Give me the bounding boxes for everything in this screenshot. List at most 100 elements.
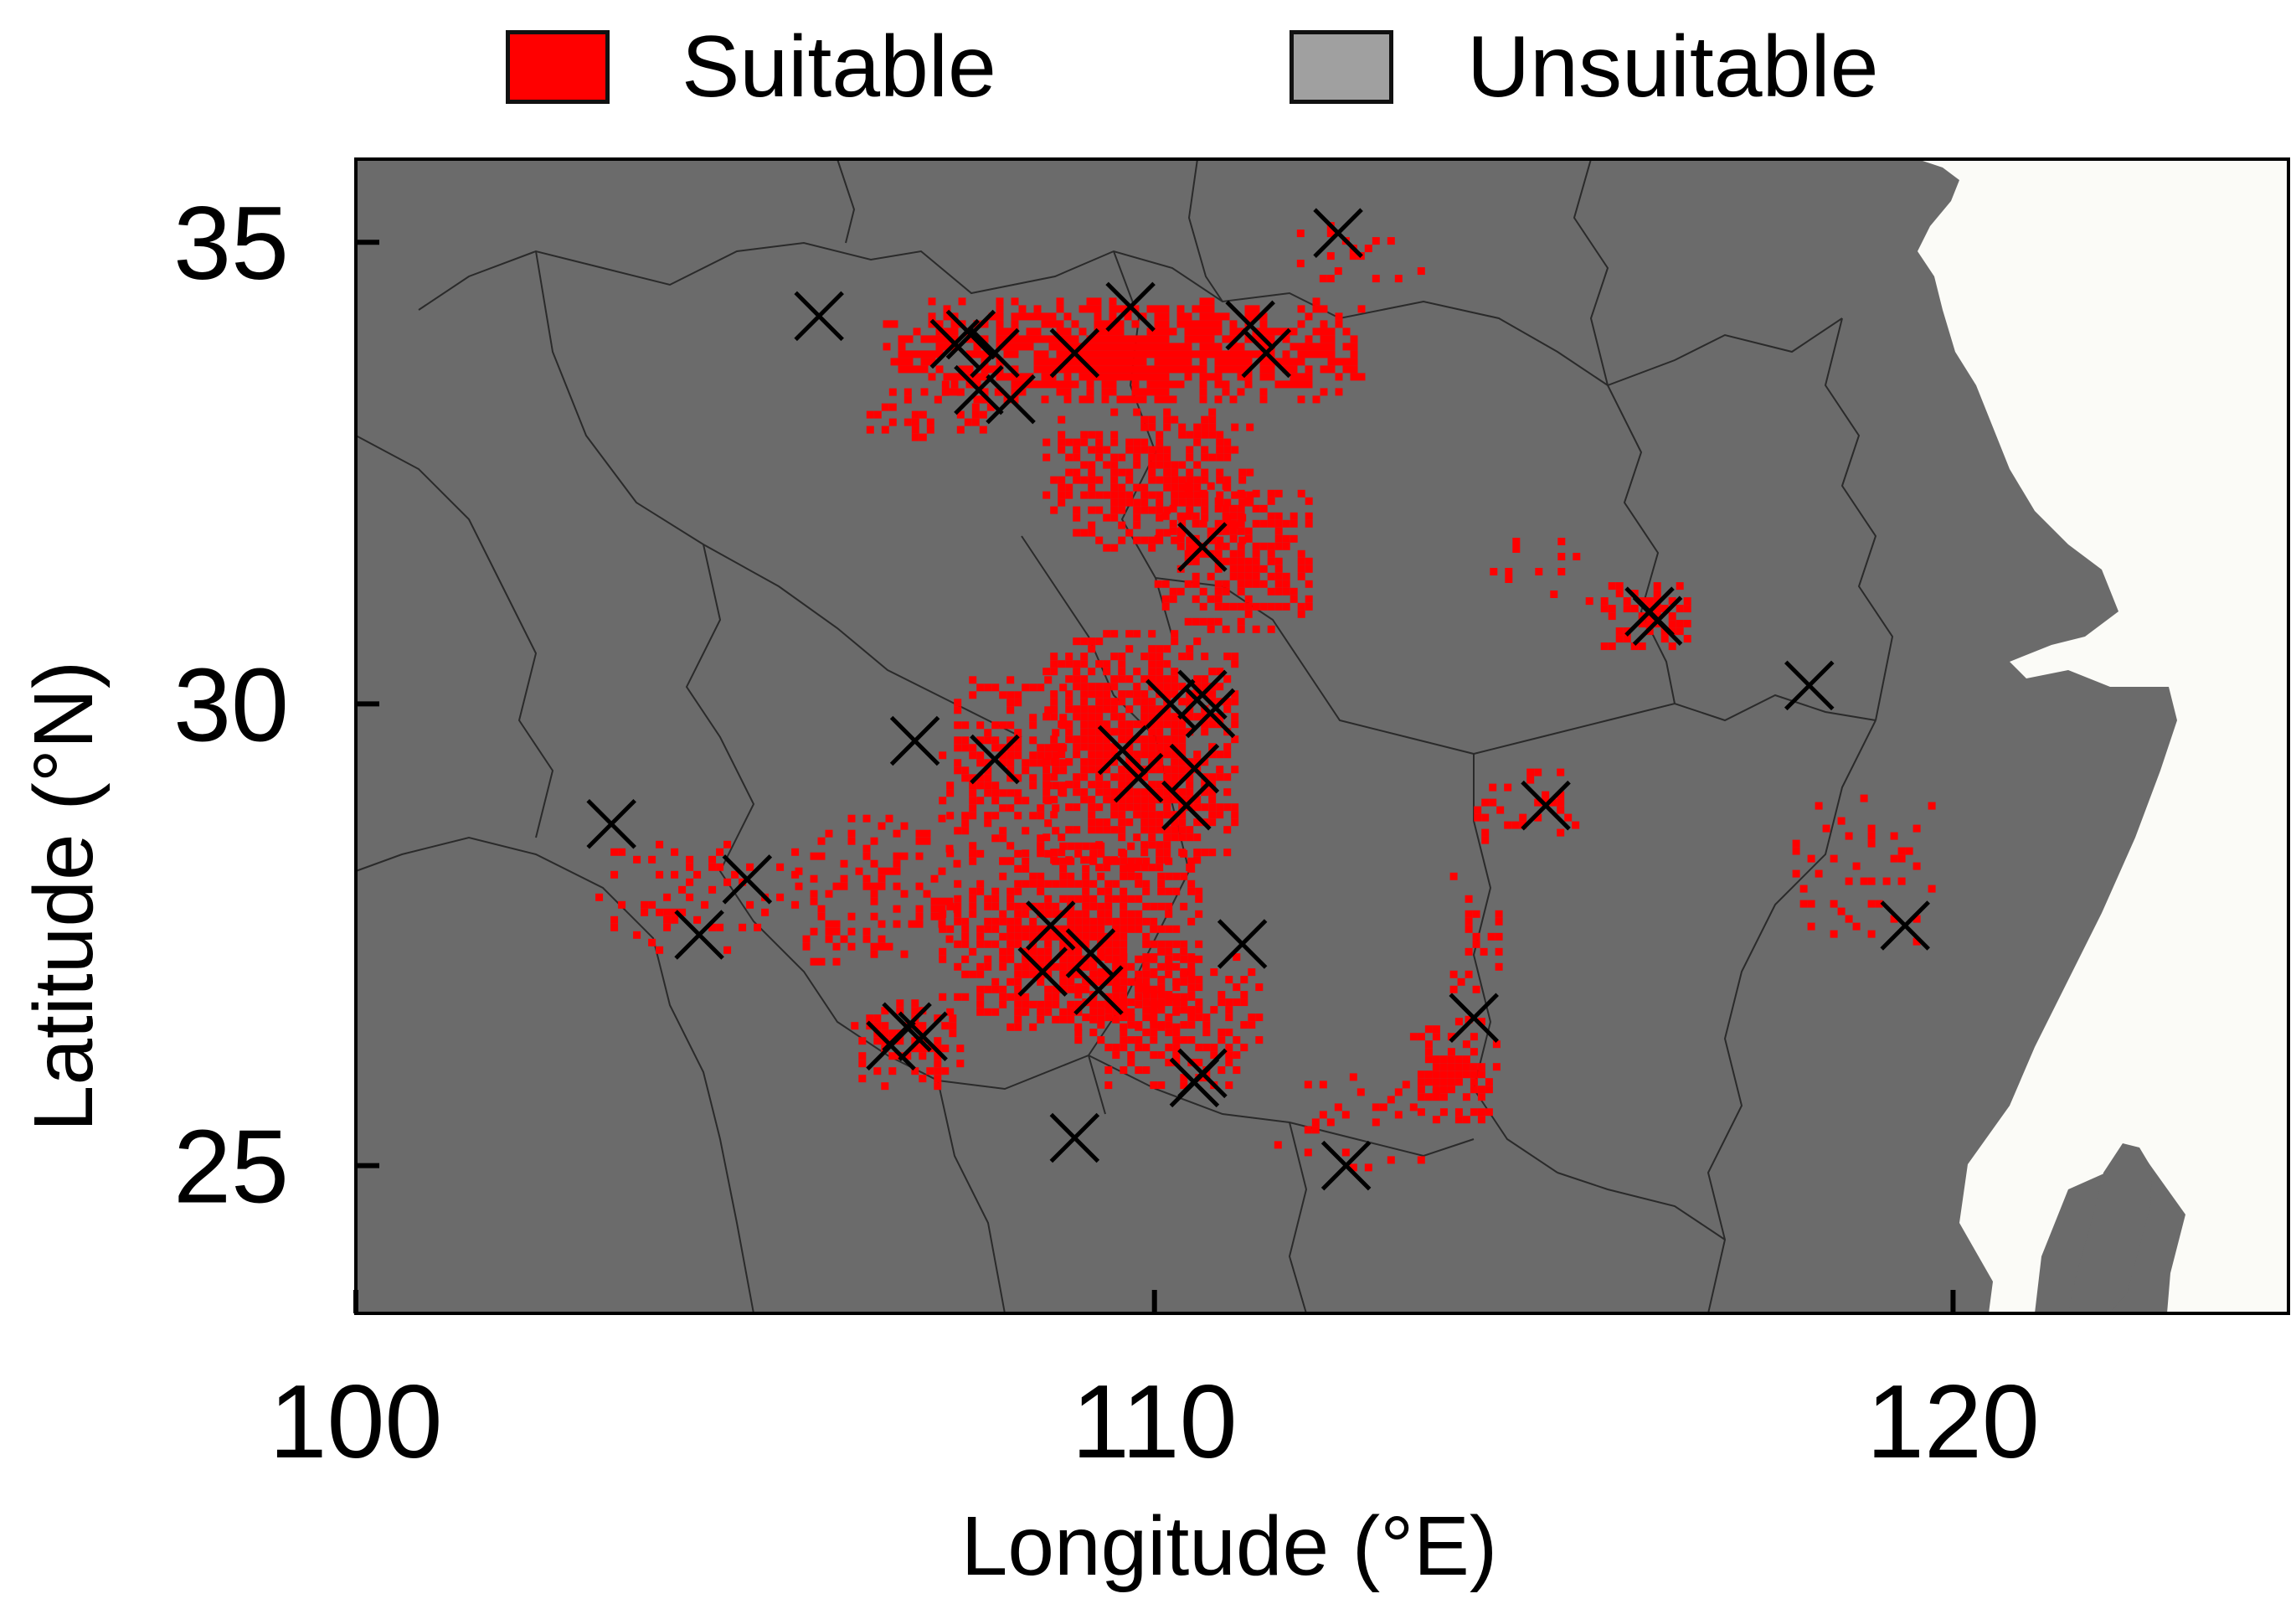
suitable-cell [1148,536,1156,544]
suitable-cell [1216,468,1224,477]
suitable-cell [1304,1148,1312,1157]
suitable-cell [1169,358,1177,366]
suitable-cell [1089,842,1098,850]
suitable-cell [1094,335,1102,343]
suitable-cell [723,840,732,848]
suitable-cell [866,425,874,434]
suitable-cell [1180,1021,1188,1029]
suitable-cell [1171,720,1179,729]
occurrence-marker [1880,900,1930,951]
suitable-cell [1214,328,1223,336]
suitable-cell [1184,350,1192,358]
suitable-cell [1335,312,1343,321]
suitable-cell [1071,343,1079,351]
suitable-cell [1214,395,1223,404]
suitable-cell [991,925,1000,933]
suitable-cell [1214,504,1223,513]
suitable-cell [1225,976,1233,984]
suitable-cell [961,932,970,941]
legend-label-unsuitable: Unsuitable [1467,18,1879,116]
suitable-cell [825,935,833,943]
suitable-cell [1156,645,1164,653]
suitable-cell [1044,751,1053,760]
suitable-cell [965,365,974,374]
suitable-cell [1163,796,1171,804]
legend-swatch-unsuitable [1290,30,1393,104]
suitable-cell [1357,373,1366,381]
suitable-cell [1044,1000,1053,1008]
suitable-cell [1058,483,1066,492]
suitable-cell [1165,887,1173,895]
suitable-cell [1089,1000,1098,1008]
occurrence-marker [954,364,1004,415]
suitable-cell [881,1029,889,1038]
suitable-cell [1807,854,1815,863]
suitable-cell [1074,1029,1083,1037]
occurrence-marker [1784,660,1835,711]
suitable-cell [1472,932,1480,941]
suitable-cell [1022,925,1030,933]
suitable-cell [1267,549,1275,558]
suitable-cell [1139,365,1147,374]
suitable-cell [976,774,985,782]
suitable-cell [1037,947,1045,956]
suitable-cell [1127,895,1135,903]
suitable-cell [1912,862,1921,870]
suitable-cell [928,297,936,306]
suitable-cell [999,1000,1007,1008]
suitable-cell [1073,735,1081,744]
suitable-cell [888,388,897,396]
suitable-cell [1807,922,1815,931]
suitable-cell [1830,900,1838,908]
suitable-cell [1026,335,1034,343]
suitable-cell [1097,917,1105,926]
suitable-cell [1097,887,1105,895]
suitable-cell [1116,320,1125,328]
suitable-cell [1048,335,1057,343]
suitable-cell [1156,864,1164,872]
suitable-cell [1259,312,1268,321]
suitable-cell [1080,491,1089,499]
suitable-cell [1110,743,1119,751]
suitable-cell [1424,1070,1433,1079]
suitable-cell [1110,491,1119,499]
suitable-cell [1052,1015,1060,1024]
suitable-cell [825,927,833,936]
suitable-cell [1505,575,1513,583]
suitable-cell [1912,824,1921,833]
suitable-cell [1044,781,1053,790]
suitable-cell [1089,1008,1098,1016]
suitable-cell [1252,625,1260,633]
suitable-cell [1186,506,1194,514]
suitable-cell [1133,668,1141,676]
suitable-cell [1615,635,1624,643]
suitable-cell [1050,773,1058,781]
suitable-cell [1208,415,1217,424]
boundary-line [1607,384,1676,704]
suitable-cell [1088,728,1096,736]
suitable-cell [1638,620,1646,628]
suitable-cell [1447,1086,1455,1094]
suitable-cell [1082,864,1090,873]
suitable-cell [1142,857,1151,865]
suitable-cell [1274,572,1283,580]
suitable-cell [656,946,664,954]
suitable-cell [1193,818,1202,827]
suitable-cell [1104,1000,1113,1008]
suitable-cell [1006,699,1015,707]
suitable-cell [663,893,672,901]
suitable-cell [1156,683,1164,691]
suitable-cell [1146,335,1155,343]
suitable-cell [1290,587,1298,596]
suitable-cell [1223,675,1232,683]
suitable-cell [1171,630,1179,638]
suitable-cell [1193,856,1202,864]
suitable-cell [1432,1063,1440,1071]
suitable-cell [1184,482,1192,490]
suitable-cell [961,940,970,948]
suitable-cell [938,814,946,823]
suitable-cell [1088,637,1096,646]
suitable-cell [1082,872,1090,880]
suitable-cell [1089,962,1098,971]
suitable-cell [1118,773,1126,781]
